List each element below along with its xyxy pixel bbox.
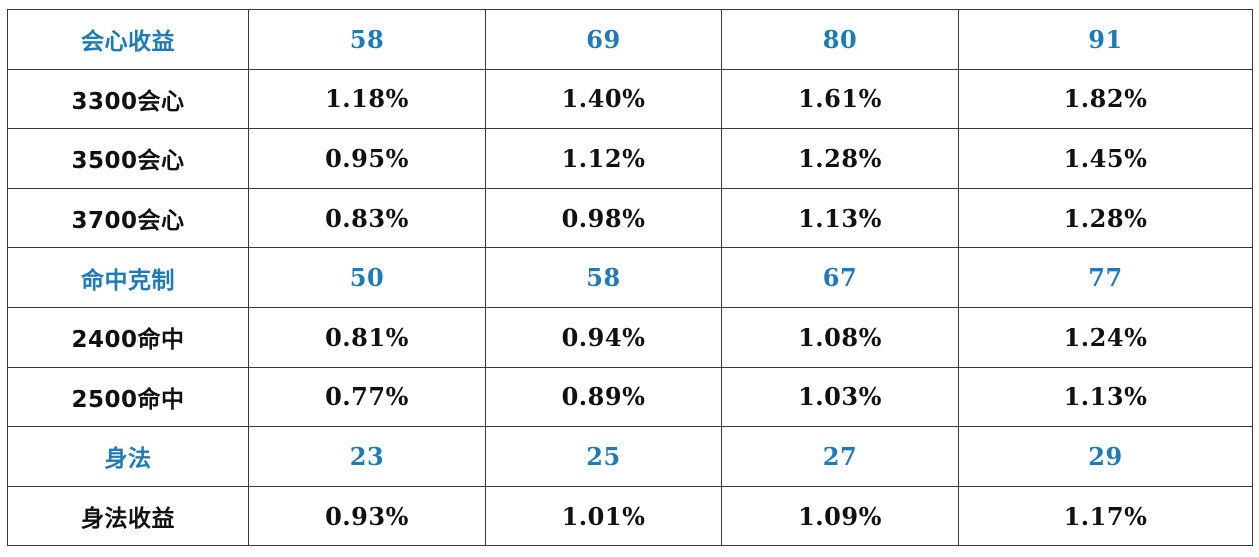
table-cell: 1.28%	[958, 187, 1253, 249]
table-cell: 0.93%	[248, 485, 486, 547]
table-cell: 29	[958, 426, 1253, 487]
row-label: 2400命中	[7, 306, 249, 368]
row-label: 3700会心	[7, 187, 249, 249]
table-row: 3300会心 1.18% 1.40% 1.61% 1.82%	[7, 68, 1253, 130]
table-row: 身法收益 0.93% 1.01% 1.09% 1.17%	[7, 485, 1253, 547]
section-row-hit: 命中克制 50 58 67 77	[7, 247, 1253, 308]
table-cell: 0.81%	[248, 306, 486, 368]
section-row-crit: 会心收益 58 69 80 91	[7, 9, 1253, 70]
table-cell: 1.61%	[721, 68, 959, 130]
table-cell: 1.12%	[485, 128, 722, 189]
table-cell: 1.40%	[485, 68, 722, 130]
row-label: 3300会心	[7, 68, 249, 130]
table-row: 3500会心 0.95% 1.12% 1.28% 1.45%	[7, 128, 1253, 189]
table-cell: 0.94%	[485, 306, 722, 368]
table-cell: 1.03%	[721, 366, 959, 428]
table-cell: 1.18%	[248, 68, 486, 130]
table-cell: 1.13%	[958, 366, 1253, 428]
table-cell: 0.77%	[248, 366, 486, 428]
table-cell: 0.98%	[485, 187, 722, 249]
table-row: 3700会心 0.83% 0.98% 1.13% 1.28%	[7, 187, 1253, 249]
row-label: 身法收益	[7, 485, 249, 547]
table-cell: 27	[721, 426, 959, 487]
table-cell: 0.95%	[248, 128, 486, 189]
table-cell: 67	[721, 247, 959, 308]
table-cell: 58	[248, 9, 486, 70]
table-cell: 0.83%	[248, 187, 486, 249]
section-row-agility: 身法 23 25 27 29	[7, 426, 1253, 487]
row-label: 3500会心	[7, 128, 249, 189]
table-cell: 69	[485, 9, 722, 70]
table-cell: 25	[485, 426, 722, 487]
table-cell: 77	[958, 247, 1253, 308]
stats-table-container: 会心收益 58 69 80 91 3300会心 1.18% 1.40% 1.61…	[7, 9, 1253, 547]
table-cell: 1.08%	[721, 306, 959, 368]
table-cell: 1.01%	[485, 485, 722, 547]
table-cell: 0.89%	[485, 366, 722, 428]
table-cell: 1.82%	[958, 68, 1253, 130]
table-cell: 23	[248, 426, 486, 487]
table-cell: 1.28%	[721, 128, 959, 189]
table-cell: 58	[485, 247, 722, 308]
row-label: 身法	[7, 426, 249, 487]
row-label: 2500命中	[7, 366, 249, 428]
table-row: 2400命中 0.81% 0.94% 1.08% 1.24%	[7, 306, 1253, 368]
table-cell: 1.24%	[958, 306, 1253, 368]
table-cell: 1.09%	[721, 485, 959, 547]
table-cell: 1.17%	[958, 485, 1253, 547]
table-cell: 50	[248, 247, 486, 308]
stats-table: 会心收益 58 69 80 91 3300会心 1.18% 1.40% 1.61…	[7, 9, 1253, 547]
table-cell: 91	[958, 9, 1253, 70]
row-label: 命中克制	[7, 247, 249, 308]
table-cell: 80	[721, 9, 959, 70]
row-label: 会心收益	[7, 9, 249, 70]
table-row: 2500命中 0.77% 0.89% 1.03% 1.13%	[7, 366, 1253, 428]
table-cell: 1.13%	[721, 187, 959, 249]
table-cell: 1.45%	[958, 128, 1253, 189]
